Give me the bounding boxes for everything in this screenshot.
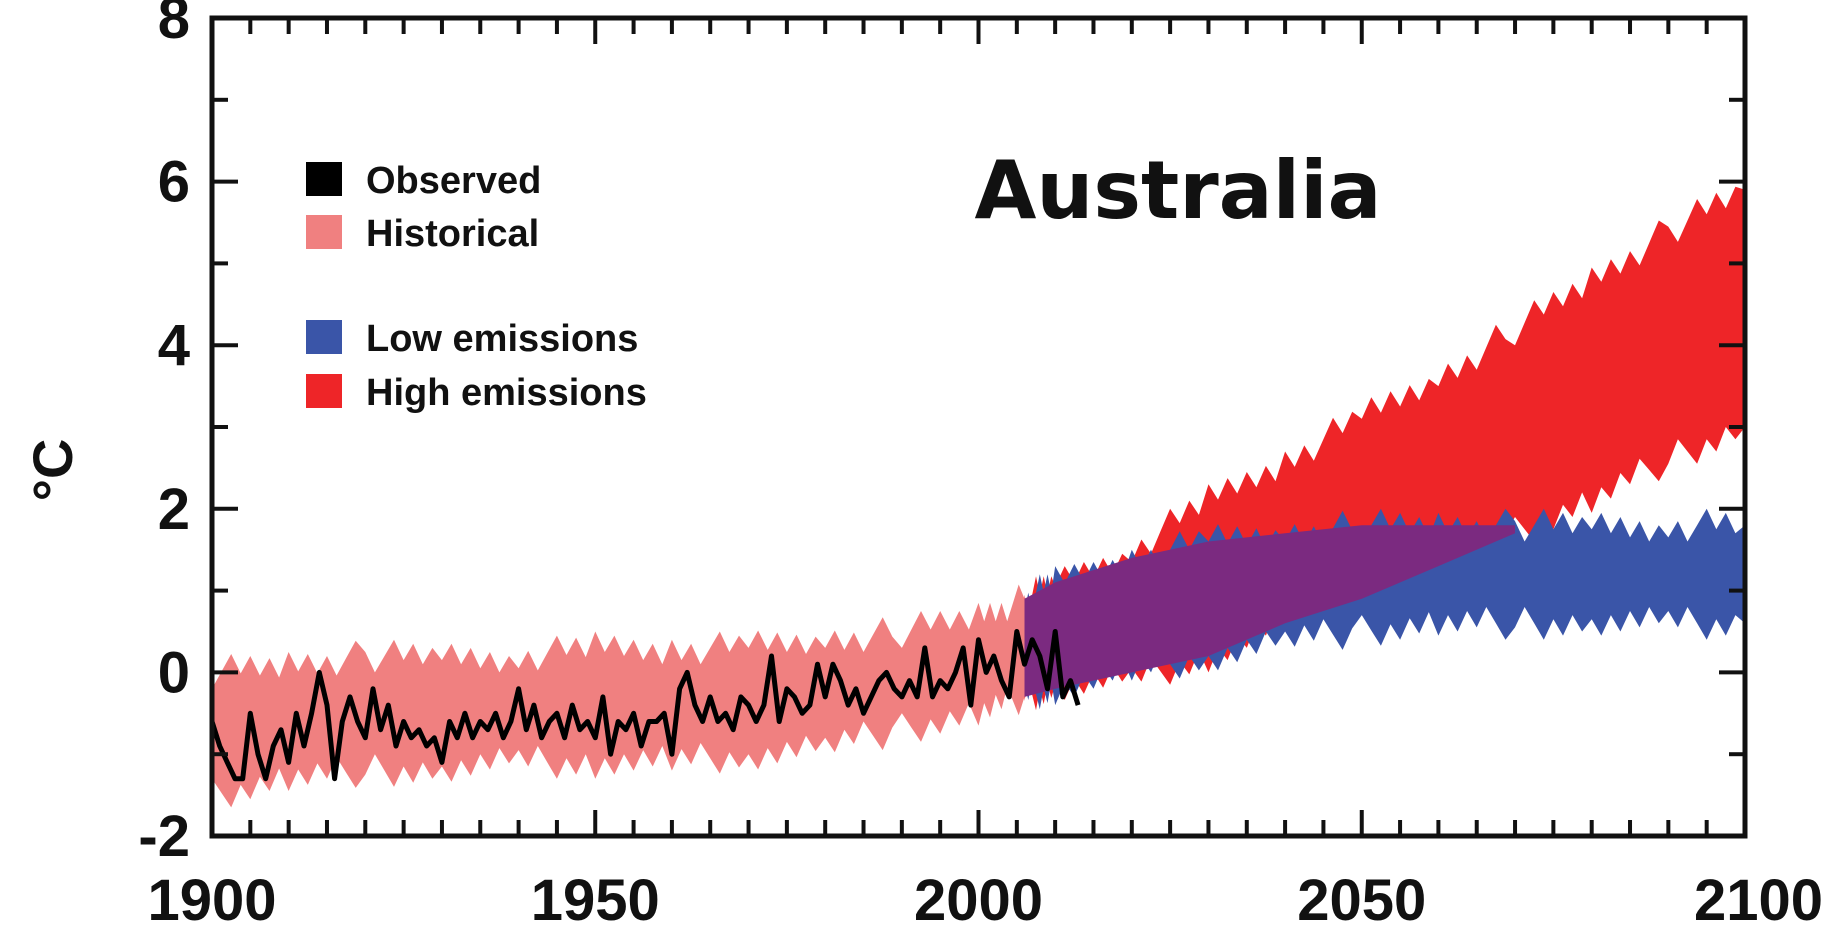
x-tick-label: 1900 [147,868,276,931]
chart-title: Australia [975,144,1382,237]
legend-swatch-high-emissions [306,374,342,408]
observed-line-layer [209,629,1081,782]
legend-swatch-observed [306,162,342,196]
legend-swatch-historical [306,215,342,249]
y-tick-label: -2 [138,804,190,869]
legend-label-observed: Observed [366,160,541,202]
y-tick-label: 0 [158,640,190,705]
x-tick-label: 1950 [531,868,660,931]
observed-line [209,629,1081,782]
historical-band [212,584,1025,808]
legend: Observed Historical Low emissions High emis… [306,160,647,414]
legend-label-low-emissions: Low emissions [366,318,638,360]
y-tick-label: 2 [158,477,190,542]
y-axis-label: °C [21,439,84,502]
emissions-overlap-band [1024,525,1515,697]
y-tick-label: 8 [158,0,190,51]
bands-layer [212,186,1745,808]
legend-label-historical: Historical [366,213,539,255]
y-tick-label: 6 [158,150,190,215]
tick-labels-layer: 1900 1950 2000 2050 2100 -2 0 2 4 6 8 [138,0,1823,931]
legend-swatch-low-emissions [306,320,342,354]
x-tick-label: 2050 [1297,868,1426,931]
x-tick-label: 2100 [1694,868,1823,931]
x-tick-label: 2000 [914,868,1043,931]
legend-label-high-emissions: High emissions [366,372,647,414]
ticks-layer [212,18,1745,836]
y-tick-label: 4 [158,313,190,378]
